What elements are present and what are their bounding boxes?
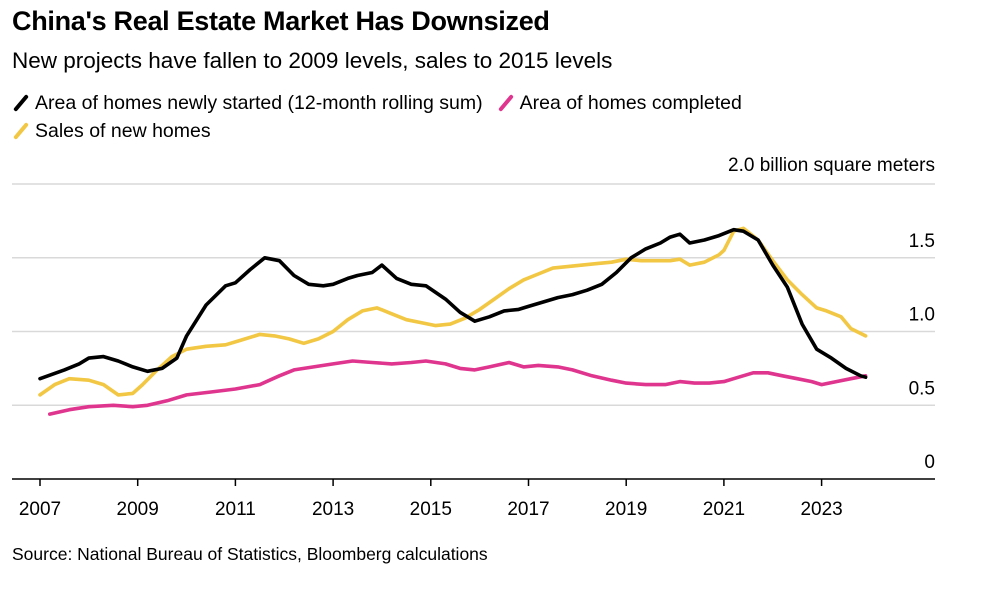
series-line-completed xyxy=(47,359,868,416)
x-tick-label-1: 2009 xyxy=(117,499,159,520)
legend: Area of homes newly started (12-month ro… xyxy=(12,89,912,145)
y-tick-label-2: 1.0 xyxy=(909,305,935,326)
chart-title: China's Real Estate Market Has Downsized xyxy=(12,6,550,36)
legend-item-started: Area of homes newly started (12-month ro… xyxy=(12,92,483,115)
y-tick-label-3: 1.5 xyxy=(909,231,935,252)
x-tick-label-7: 2021 xyxy=(703,499,745,520)
legend-row-1: Area of homes newly started (12-month ro… xyxy=(12,89,912,117)
x-tick-label-5: 2017 xyxy=(507,499,549,520)
legend-row-2: Sales of new homes xyxy=(12,117,912,145)
x-tick-label-6: 2019 xyxy=(605,499,647,520)
series-line-sales xyxy=(38,226,868,397)
x-tick-label-8: 2023 xyxy=(800,499,842,520)
grid-layer xyxy=(12,183,935,406)
y-axis-unit-label: 2.0 billion square meters xyxy=(728,155,935,176)
legend-item-completed: Area of homes completed xyxy=(497,92,742,115)
chart-subtitle: New projects have fallen to 2009 levels,… xyxy=(12,48,613,73)
series-layer xyxy=(38,226,868,416)
legend-item-sales: Sales of new homes xyxy=(12,120,211,143)
source-note: Source: National Bureau of Statistics, B… xyxy=(12,544,488,564)
legend-label-sales: Sales of new homes xyxy=(35,119,211,142)
y-tick-label-0: 0 xyxy=(924,452,935,473)
axis-layer: 0 0.5 1.0 1.5 2007 2009 2011 2013 2015 2017 2019 20… xyxy=(12,231,935,520)
x-tick-label-3: 2013 xyxy=(312,499,354,520)
legend-label-started: Area of homes newly started (12-month ro… xyxy=(35,91,483,114)
legend-label-completed: Area of homes completed xyxy=(519,91,742,114)
x-tick-label-2: 2011 xyxy=(215,499,256,520)
x-tick-label-4: 2015 xyxy=(410,499,452,520)
series-line-started xyxy=(38,227,868,381)
y-tick-label-1: 0.5 xyxy=(909,378,935,399)
x-tick-label-0: 2007 xyxy=(19,499,61,520)
